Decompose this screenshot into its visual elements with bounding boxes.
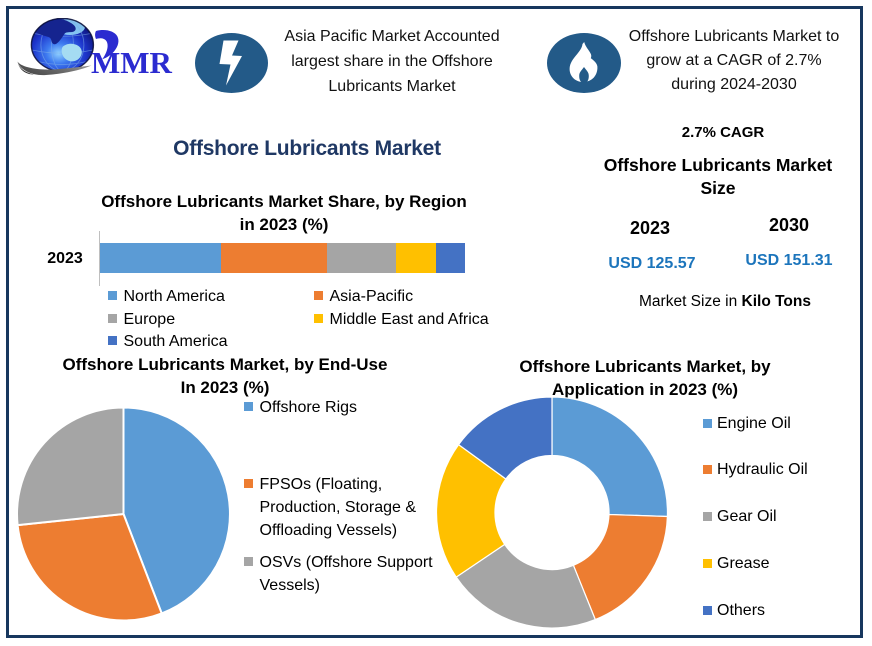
svg-text:MMR: MMR — [91, 45, 173, 80]
